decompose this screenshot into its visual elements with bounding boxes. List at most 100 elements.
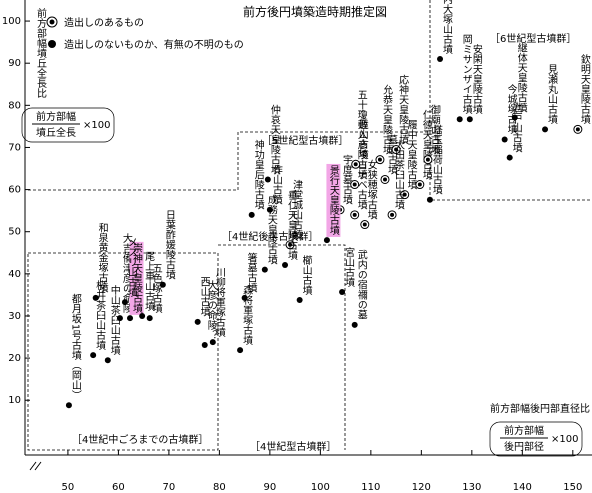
group-label: ［5世紀型古墳群］ xyxy=(262,134,348,147)
point-dot xyxy=(104,357,111,364)
group-label: ［4世紀型古墳群］ xyxy=(250,440,336,453)
label-highlight xyxy=(326,163,341,237)
y-tick-label: 80 xyxy=(8,100,21,111)
x-tick-label: 60 xyxy=(112,482,125,493)
y-formula-frame xyxy=(21,107,115,143)
point-dot xyxy=(92,294,99,301)
point-label: 武内の宿禰の墓 xyxy=(355,249,367,320)
point-dot xyxy=(146,315,153,322)
point-label: 川柳将軍塚古墳 xyxy=(213,267,225,338)
point-label: 岡ミサンザイ古墳 xyxy=(460,34,472,115)
point-dot xyxy=(116,315,123,322)
point-label: 津堂城山古墳 xyxy=(291,180,303,241)
y-tick-label: 90 xyxy=(8,58,21,69)
point-label: 女狭穂塚古墳 xyxy=(365,158,377,220)
point-label: 森将軍塚古墳 xyxy=(241,284,253,346)
point xyxy=(375,155,385,165)
x-tick-label: 100 xyxy=(311,482,330,493)
point-dot xyxy=(506,154,513,161)
group-box xyxy=(28,131,592,201)
point-core xyxy=(288,242,293,247)
point xyxy=(261,266,268,273)
point-dot xyxy=(139,312,146,319)
point-dot xyxy=(237,347,244,354)
point xyxy=(264,176,271,183)
point xyxy=(351,159,361,169)
point-label: 墓山古墳 xyxy=(385,133,397,175)
x-tick-label: 90 xyxy=(264,482,277,493)
point-label: 都月坂1号古墳（岡山） xyxy=(69,294,81,401)
point-dot xyxy=(90,352,97,359)
y-tick-label: 10 xyxy=(8,395,21,406)
point xyxy=(209,339,216,346)
y-formula-factor: ×100 xyxy=(83,120,110,131)
point-dot xyxy=(127,315,134,322)
point xyxy=(116,315,123,322)
y-tick-label: 100 xyxy=(2,16,21,27)
point xyxy=(542,126,549,133)
point-core xyxy=(575,127,580,132)
point xyxy=(573,124,583,134)
point-core xyxy=(394,147,399,152)
point-dot xyxy=(264,176,271,183)
point-label: 造山古墳 xyxy=(356,118,368,160)
point-core xyxy=(362,222,367,227)
point-label: コナベ古墳 xyxy=(355,160,367,211)
point xyxy=(456,116,463,123)
point-label: 大彦の命陵？ xyxy=(205,279,217,340)
point-label: 岩戸山古墳 xyxy=(510,101,522,153)
point-label: 崇神天皇陵古墳 xyxy=(131,243,143,314)
x-formula-frame xyxy=(489,421,583,457)
point-label: 箸墓古墳 xyxy=(245,252,257,294)
point-label: 神功皇后陵古墳 xyxy=(252,139,264,211)
point-label: 塔玉稲荷山古墳 xyxy=(430,123,442,195)
y-tick-label: 30 xyxy=(8,311,21,322)
point-label: 見瀬丸山古墳 xyxy=(546,64,558,125)
point-label: 太田茶臼山古墳 xyxy=(393,139,405,211)
group-box xyxy=(218,244,346,450)
point xyxy=(380,174,390,184)
legend-dot xyxy=(48,40,56,48)
chart-title: 前方後円墳築造時期推定図 xyxy=(243,4,387,19)
y-axis-label: 前方部幅墳丘全長比 xyxy=(35,7,47,98)
point-label: 中山茶臼山古墳 xyxy=(108,284,120,356)
x-tick-label: 130 xyxy=(462,482,481,493)
point-label: 安閑天皇陵古墳 xyxy=(470,43,482,115)
x-tick-label: 70 xyxy=(163,482,176,493)
x-tick-label: 110 xyxy=(361,482,380,493)
point-label: 作山古墳 xyxy=(270,165,282,206)
point-dot xyxy=(159,281,166,288)
y-formula-numerator: 前方部幅 xyxy=(36,110,76,123)
legend-marker xyxy=(48,40,56,48)
x-formula-denominator: 後円部径 xyxy=(504,440,544,453)
point-dot xyxy=(426,196,433,203)
point-core xyxy=(425,157,430,162)
point-dot xyxy=(65,402,72,409)
point-dot xyxy=(248,211,255,218)
point xyxy=(387,210,397,220)
point-core xyxy=(382,177,387,182)
point xyxy=(400,190,410,200)
point-label: 宮山古墳 xyxy=(343,246,355,288)
point xyxy=(296,296,303,303)
point-label: 河内大塚山古墳 xyxy=(441,0,453,55)
point xyxy=(194,318,201,325)
point xyxy=(466,116,473,123)
point-label: 今城塚古墳 xyxy=(505,83,517,135)
point xyxy=(121,299,128,306)
point xyxy=(426,196,433,203)
point xyxy=(282,261,289,268)
point-dot xyxy=(323,237,330,244)
point-label: 大吉備津彦の命陵 xyxy=(120,232,132,314)
group-label: ［4世紀後半古墳群］ xyxy=(222,230,318,243)
axis-break xyxy=(29,461,42,471)
x-tick-label: 150 xyxy=(563,482,582,493)
point-label: 櫛山古墳 xyxy=(300,254,312,296)
point-label: 和泉黄金塚古墳 xyxy=(96,223,108,294)
x-tick-label: 50 xyxy=(62,482,75,493)
point-label: 宇度墓古墳 xyxy=(341,154,353,206)
point-dot xyxy=(456,116,463,123)
x-formula-factor: ×100 xyxy=(551,434,578,445)
point-label: 成務天皇陵古墳 xyxy=(265,194,277,265)
